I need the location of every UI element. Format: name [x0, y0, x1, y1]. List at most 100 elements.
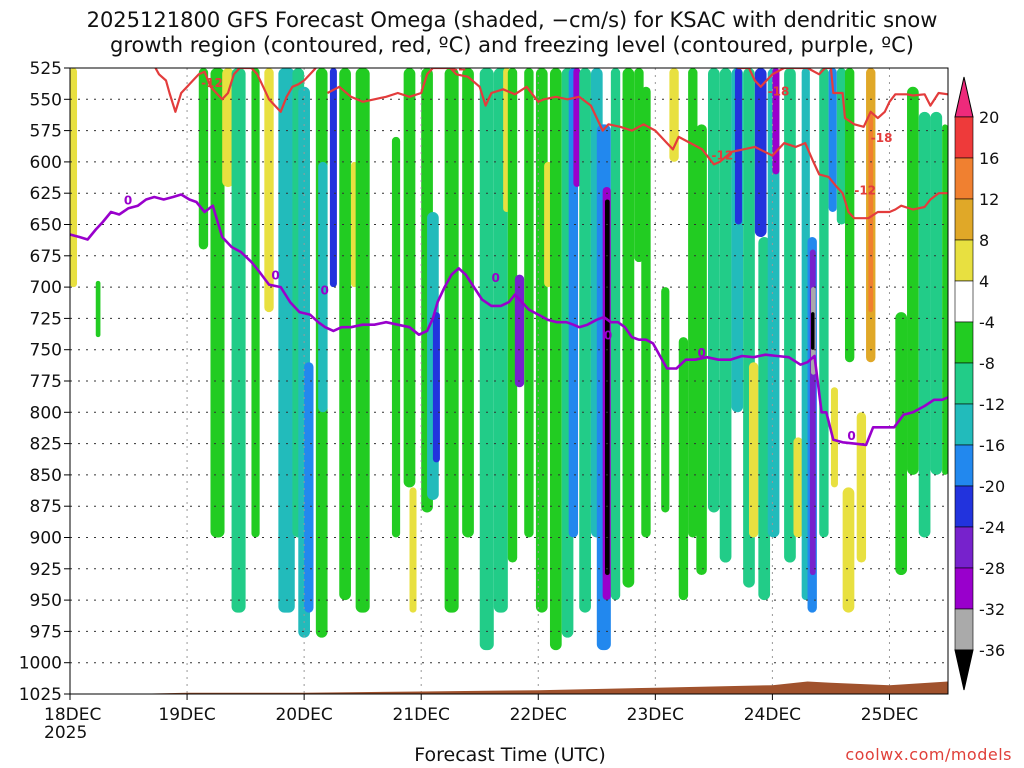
y-tick-label-650: 650 — [30, 216, 62, 236]
colorbar-label-7: -12 — [979, 395, 1005, 414]
y-tick-label-550: 550 — [30, 90, 62, 110]
contour-label-5: -12 — [854, 183, 876, 197]
colorbar-label-8: -16 — [979, 436, 1005, 455]
y-tick-label-700: 700 — [30, 278, 62, 298]
colorbar-label-9: -20 — [979, 477, 1005, 496]
y-tick-label-975: 975 — [30, 622, 62, 642]
omega-band-3 — [210, 68, 225, 538]
colorbar-label-2: 12 — [979, 190, 999, 209]
colorbar-label-10: -24 — [979, 518, 1005, 537]
colorbar-label-11: -28 — [979, 559, 1005, 578]
y-tick-label-600: 600 — [30, 153, 62, 173]
contour-label-12: 0 — [847, 429, 855, 443]
x-tick-label-7: 25DEC — [861, 705, 918, 725]
omega-band-44 — [622, 68, 635, 588]
contour-label-2: -12 — [712, 148, 734, 162]
omega-band-42 — [604, 199, 610, 576]
omega-band-73 — [842, 487, 855, 613]
omega-band-1 — [95, 280, 101, 338]
contour-label-10: 0 — [604, 329, 612, 343]
contours: -12 -12 -12 -18 -18 -12 0 0 0 0 0 0 0 — [70, 60, 948, 447]
y-tick-label-525: 525 — [30, 59, 62, 79]
omega-band-57 — [748, 362, 759, 538]
y-tick-label-950: 950 — [30, 591, 62, 611]
colorbar-label-6: -8 — [979, 354, 995, 373]
omega-band-14 — [329, 68, 337, 288]
y-tick-label-750: 750 — [30, 341, 62, 361]
y-tick-label-775: 775 — [30, 372, 62, 392]
credit-link[interactable]: coolwx.com/models — [845, 745, 1012, 764]
terrain — [70, 681, 948, 694]
x-tick-label-3: 21DEC — [393, 705, 450, 725]
omega-band-69 — [819, 68, 829, 538]
omega-band-61 — [772, 68, 780, 175]
y-tick-label-850: 850 — [30, 466, 62, 486]
omega-band-6 — [251, 68, 260, 538]
omega-band-18 — [391, 136, 401, 538]
colorbar-swatch-5 — [954, 321, 974, 364]
chart-title: 2025121800 GFS Forecast Omega (shaded, −… — [86, 8, 938, 32]
omega-band-58 — [754, 68, 767, 238]
omega-band-8 — [278, 68, 295, 613]
contour-label-4: -18 — [871, 131, 893, 145]
omega-band-78 — [895, 312, 908, 576]
colorbar-swatch-4 — [954, 280, 974, 323]
colorbar-label-1: 16 — [979, 149, 999, 168]
omega-band-30 — [514, 274, 525, 388]
omega-band-81 — [930, 111, 943, 475]
colorbar-swatch-0 — [954, 116, 974, 159]
chart-subtitle: growth region (contoured, red, ºC) and f… — [110, 33, 914, 57]
omega-band-47 — [661, 287, 670, 513]
omega-band-26 — [479, 68, 494, 651]
colorbar-label-12: -32 — [979, 600, 1005, 619]
contour-label-9: 0 — [491, 271, 499, 285]
y-tick-label-725: 725 — [30, 309, 62, 329]
omega-band-24 — [444, 68, 459, 613]
colorbar-swatch-10 — [954, 526, 974, 569]
y-axis: 525 550 575 600 625 650 675 700 725 750 775 800 825 8… — [19, 59, 70, 705]
omega-band-74 — [844, 68, 855, 363]
omega-band-0 — [70, 68, 78, 288]
omega-band-62 — [784, 68, 796, 563]
omega-band-43 — [610, 68, 621, 601]
colorbar-label-4: 4 — [979, 272, 989, 291]
contour-label-8: 0 — [321, 284, 329, 298]
colorbar-swatch-8 — [954, 444, 974, 487]
y-tick-label-825: 825 — [30, 435, 62, 455]
x-tick-label-1: 19DEC — [158, 705, 215, 725]
dgz-contour-lower — [326, 68, 948, 220]
omega-band-46 — [641, 86, 651, 538]
y-tick-label-575: 575 — [30, 122, 62, 142]
omega-band-13 — [318, 161, 328, 413]
x-tick-label-5: 23DEC — [627, 705, 684, 725]
omega-band-80 — [918, 111, 931, 538]
omega-band-15 — [339, 68, 351, 601]
contour-label-0: -12 — [201, 76, 223, 90]
colorbar-bottom-triangle — [954, 649, 974, 691]
colorbar-swatch-2 — [954, 198, 974, 241]
colorbar-top-triangle — [954, 76, 974, 118]
x-axis-label: Forecast Time (UTC) — [414, 744, 606, 766]
contour-label-11: 0 — [697, 346, 705, 360]
omega-band-82 — [942, 124, 948, 475]
x-tick-label-4: 22DEC — [510, 705, 567, 725]
omega-band-23 — [432, 312, 440, 463]
omega-band-38 — [579, 68, 591, 613]
omega-band-11 — [304, 362, 314, 613]
omega-band-79 — [907, 86, 919, 475]
omega-band-51 — [696, 124, 707, 576]
omega-band-25 — [462, 68, 474, 538]
contour-label-1: -12 — [445, 60, 467, 74]
colorbar-label-0: 20 — [979, 108, 999, 127]
omega-band-53 — [719, 68, 732, 563]
dgz-contour-upper — [154, 68, 317, 113]
omega-band-2 — [198, 68, 209, 250]
y-tick-label-625: 625 — [30, 184, 62, 204]
x-tick-label-0: 18DEC — [44, 705, 101, 725]
contour-label-3: -18 — [768, 85, 790, 99]
omega-band-29 — [507, 68, 518, 563]
omega-band-31 — [524, 68, 534, 538]
omega-band-20 — [409, 487, 417, 613]
